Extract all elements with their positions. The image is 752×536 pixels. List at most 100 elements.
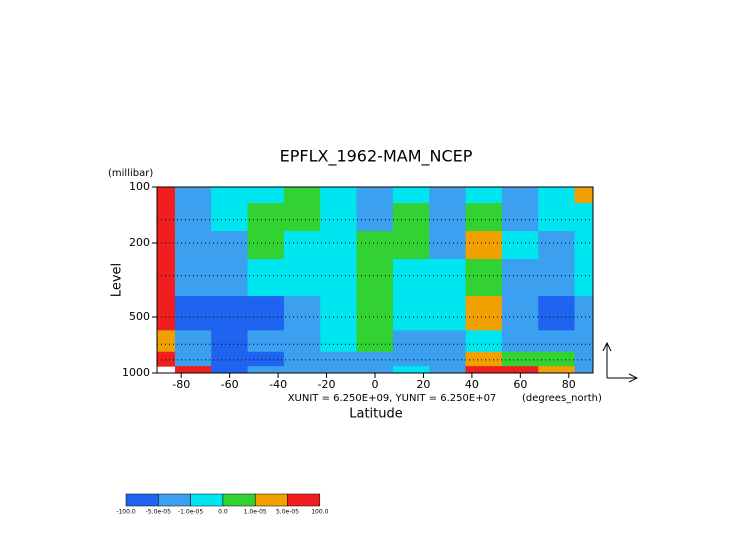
field-cell xyxy=(501,296,539,331)
field-cell xyxy=(247,259,285,297)
field-cell xyxy=(429,259,467,297)
field-cell xyxy=(465,259,503,297)
colorbar-box xyxy=(158,493,191,507)
field-cell xyxy=(538,366,576,374)
x-tick-label: -20 xyxy=(318,378,336,391)
field-cell xyxy=(174,231,212,260)
field-cell xyxy=(574,231,594,260)
field-cell xyxy=(392,203,430,232)
field-cell xyxy=(501,231,539,260)
field-cell xyxy=(538,186,576,204)
x-tick-label: -80 xyxy=(172,378,190,391)
field-cell xyxy=(156,186,176,204)
field-cell xyxy=(283,351,321,367)
x-tick-label: -60 xyxy=(221,378,239,391)
field-cell xyxy=(211,186,249,204)
field-cell xyxy=(392,330,430,353)
field-cell xyxy=(392,259,430,297)
field-cell xyxy=(174,259,212,297)
colorbar-label: 1.0e-05 xyxy=(244,509,267,516)
field-cell xyxy=(392,351,430,367)
field-cell xyxy=(211,366,249,374)
y-tick-label: 1000 xyxy=(122,366,150,379)
field-cell xyxy=(574,351,594,367)
field-cell xyxy=(538,330,576,353)
field-cell xyxy=(247,231,285,260)
field-cell xyxy=(392,366,430,374)
y-unit: (millibar) xyxy=(108,168,153,179)
field-cell xyxy=(156,231,176,260)
field-cell xyxy=(429,203,467,232)
contour-field xyxy=(156,186,594,374)
field-cell xyxy=(501,366,539,374)
field-cell xyxy=(283,203,321,232)
field-cell xyxy=(156,330,176,353)
field-cell xyxy=(538,259,576,297)
field-cell xyxy=(174,186,212,204)
field-cell xyxy=(156,203,176,232)
field-cell xyxy=(356,231,394,260)
field-cell xyxy=(538,203,576,232)
field-cell xyxy=(211,351,249,367)
field-cell xyxy=(247,203,285,232)
field-cell xyxy=(429,296,467,331)
field-cell xyxy=(211,203,249,232)
field-cell xyxy=(465,330,503,353)
field-cell xyxy=(174,296,212,331)
field-cell xyxy=(320,351,358,367)
field-cell xyxy=(156,259,176,297)
field-cell xyxy=(320,203,358,232)
field-cell xyxy=(465,366,503,374)
field-cell xyxy=(320,186,358,204)
field-cell xyxy=(465,231,503,260)
field-cell xyxy=(211,296,249,331)
field-cell xyxy=(283,186,321,204)
colorbar-label: 0.0 xyxy=(218,509,228,516)
colorbar-label: -100.0 xyxy=(116,509,136,516)
field-cell xyxy=(156,296,176,331)
field-cell xyxy=(174,366,212,374)
field-cell xyxy=(392,186,430,204)
field-cell xyxy=(538,351,576,367)
ref-arrow-up xyxy=(602,341,612,378)
x-tick-label: 0 xyxy=(372,378,379,391)
field-cell xyxy=(392,296,430,331)
field-cell xyxy=(283,366,321,374)
field-cell xyxy=(574,203,594,232)
field-cell xyxy=(356,366,394,374)
reference-vector xyxy=(602,341,639,383)
field-cell xyxy=(320,330,358,353)
field-cell xyxy=(574,296,594,331)
field-cell xyxy=(429,231,467,260)
field-cell xyxy=(356,186,394,204)
field-cell xyxy=(429,366,467,374)
colorbar-label: 100.0 xyxy=(311,509,328,516)
x-unit: (degrees_north) xyxy=(522,393,602,404)
field-cell xyxy=(320,231,358,260)
colorbar-label: -5.0e-05 xyxy=(146,509,171,516)
field-cell xyxy=(247,186,285,204)
field-cell xyxy=(356,203,394,232)
colorbar-label: -1.0e-05 xyxy=(178,509,203,516)
x-axis-label: Latitude xyxy=(349,407,403,422)
ref-arrow-right xyxy=(607,373,639,383)
field-cell xyxy=(211,330,249,353)
colorbar-box xyxy=(254,493,288,507)
field-cell xyxy=(501,259,539,297)
field-cell xyxy=(247,296,285,331)
x-tick-label: 60 xyxy=(513,378,527,391)
field-cell xyxy=(501,203,539,232)
field-cell xyxy=(283,231,321,260)
x-tick-label: 20 xyxy=(416,378,430,391)
field-cell xyxy=(574,259,594,297)
field-cell xyxy=(574,186,594,204)
field-cell xyxy=(247,330,285,353)
x-tick-label: 40 xyxy=(465,378,479,391)
field-cell xyxy=(538,296,576,331)
colorbar-box xyxy=(222,493,256,507)
field-cell xyxy=(356,330,394,353)
field-cell xyxy=(465,186,503,204)
field-cell xyxy=(574,330,594,353)
field-cell xyxy=(283,259,321,297)
field-cell xyxy=(283,330,321,353)
